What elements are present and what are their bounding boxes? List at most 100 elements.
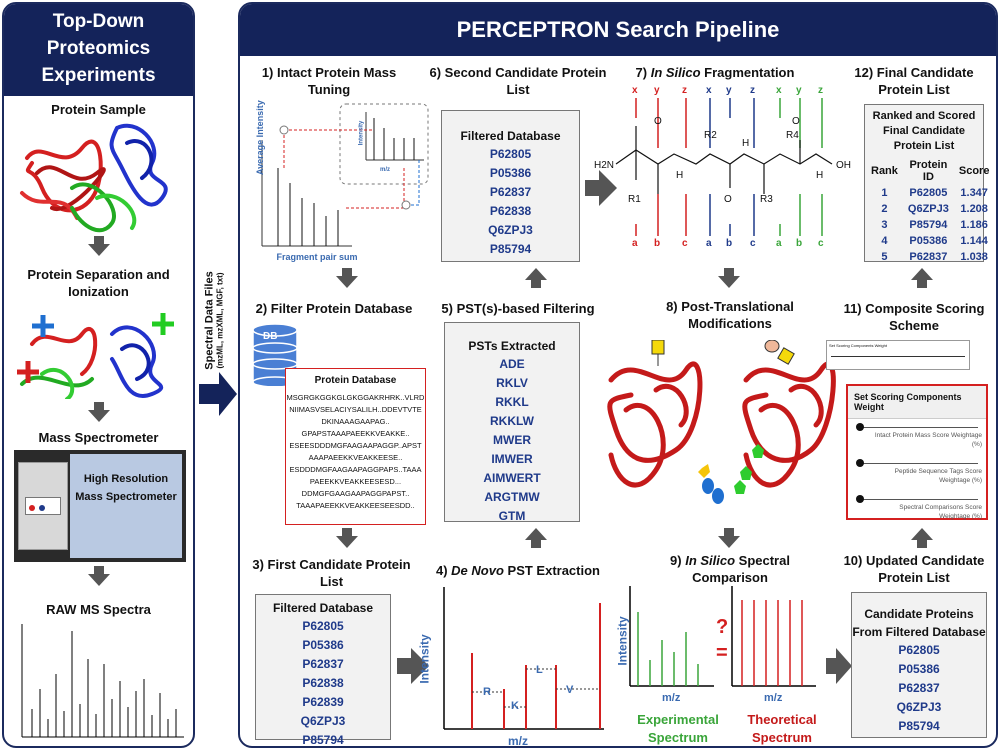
svg-text:O: O <box>724 194 732 205</box>
mass-spectrometer-image: High Resolution Mass Spectrometer <box>14 450 186 562</box>
step6-list-box: Filtered Database P62805 P05386 P62837 P628… <box>441 110 580 262</box>
step3-items: P62805 P05386 P62837 P62838 P62839 Q6ZPJ3 P857… <box>256 617 390 750</box>
arrow-step11-12 <box>911 268 933 288</box>
step9-title: 9) In Silico Spectral Comparison <box>670 553 790 585</box>
protein-separation-label: Protein Separation and Ionization <box>27 267 170 299</box>
arrow-step6-7 <box>585 170 617 206</box>
step4-tag-r: R <box>483 686 491 698</box>
ranking-cell: P62837 <box>909 251 948 263</box>
slider-knob[interactable] <box>856 495 864 503</box>
svg-text:R1: R1 <box>628 194 641 205</box>
ranking-cell: 2 <box>881 203 888 215</box>
step1-inset-ylabel: Intensity <box>358 120 365 146</box>
pst-item: ADE <box>499 357 525 371</box>
small-weight-dialog: Set Scoring Components Weight <box>826 340 970 370</box>
step4-title: 4) De Novo PST Extraction <box>436 563 600 578</box>
ranking-cell: 4 <box>881 235 888 247</box>
ranking-cell: 3 <box>881 219 888 231</box>
weight-slider[interactable]: Peptide Sequence Tags Score Weightage (%… <box>854 459 982 491</box>
step3-title: 3) First Candidate Protein List <box>252 557 411 589</box>
step4-xlabel: m/z <box>508 734 529 748</box>
step3-list-box: Filtered Database P62805 P05386 P62837 P628… <box>255 594 391 747</box>
weight-slider[interactable]: Spectral Comparisons Score Weightage (%) <box>854 495 982 527</box>
left-panel: Top-Down Proteomics Experiments Protein … <box>2 2 195 748</box>
ranking-cell: Q6ZPJ3 <box>907 203 949 215</box>
raw-ms-spectrum <box>21 624 184 738</box>
step12-list-box: Ranked and Scored Final Candidate Protei… <box>864 104 989 263</box>
svg-text:c: c <box>682 238 688 249</box>
svg-text:x: x <box>632 85 638 96</box>
slider-knob[interactable] <box>856 459 864 467</box>
protein-id-item: Q6ZPJ3 <box>896 700 942 714</box>
step12-head: Ranked and Scored Final Candidate Protei… <box>872 110 976 152</box>
svg-text:O: O <box>654 116 662 127</box>
step8-title: 8) Post-Translational Modifications <box>666 299 794 331</box>
step6-items: P62805 P05386 P62837 P62838 Q6ZPJ3 P85794 <box>442 145 579 259</box>
step9-xlabel-theo: m/z <box>764 692 783 704</box>
svg-text:OH: OH <box>836 160 851 171</box>
protein-id-item: P62837 <box>898 681 940 695</box>
svg-text:b: b <box>726 238 732 249</box>
svg-text:c: c <box>750 238 756 249</box>
protein-id-item: P62839 <box>302 695 344 709</box>
svg-text:z: z <box>818 85 823 96</box>
left-panel-title: Top-Down Proteomics Experiments <box>4 4 193 96</box>
hr-ms-label: High Resolution Mass Spectrometer <box>75 473 177 503</box>
arrow-step4-5 <box>525 528 547 548</box>
pst-item: RKKL <box>495 395 529 409</box>
svg-text:b: b <box>796 238 802 249</box>
svg-text:H: H <box>676 170 683 181</box>
db-sequence-line: TAAAPAEEKKVEAKKEESEESDD.. <box>296 501 415 510</box>
step9-ylabel: Intensity <box>615 616 630 666</box>
svg-text:H: H <box>816 170 823 181</box>
weight-slider[interactable]: Intact Protein Mass Score Weightage (%) <box>854 423 982 455</box>
ranking-column-header: Protein ID <box>909 159 948 183</box>
svg-text:y: y <box>726 85 732 96</box>
step5-head: PSTs Extracted <box>468 339 556 353</box>
svg-text:R4: R4 <box>786 130 799 141</box>
ranking-row: 1 P62805 1.347 <box>867 186 993 200</box>
ranking-cell: P05386 <box>909 235 948 247</box>
step7-title: 7) In Silico Fragmentation <box>635 65 795 80</box>
ranking-table: Rank Protein ID Score 1 P62805 1.347 2 Q6ZPJ3 1… <box>865 156 995 266</box>
svg-text:O: O <box>792 116 800 127</box>
pst-item: MWER <box>493 433 531 447</box>
arrow-step1-2 <box>336 268 358 288</box>
protein-id-item: P85794 <box>302 733 344 747</box>
db-sequence-line: MSGRGKGGKGLGKGGAKRHRK..VLRD <box>286 393 425 402</box>
db-sequences: MSGRGKGGKGLGKGGAKRHRK..VLRD NIIMASVSELACI… <box>286 392 425 512</box>
pst-item: GTM <box>498 509 526 523</box>
svg-text:z: z <box>682 85 687 96</box>
step1-mass-tuning-chart <box>261 103 429 247</box>
svg-text:x: x <box>706 85 712 96</box>
mass-spectrometer-label: Mass Spectrometer <box>38 430 159 445</box>
slider-knob[interactable] <box>856 423 864 431</box>
ptm-protein-image <box>607 340 836 504</box>
db-sequence-line: ESEESDDDMGFAAGAAPAGGP..APST <box>289 441 422 450</box>
step4-ylabel: Intensity <box>417 634 432 684</box>
protein-database-box: Protein Database MSGRGKGGKGLGKGGAKRHRK..… <box>285 368 426 525</box>
step6-title: 6) Second Candidate Protein List <box>429 65 607 97</box>
ranking-cell: 1.144 <box>960 235 988 247</box>
svg-text:a: a <box>776 238 782 249</box>
svg-text:R2: R2 <box>704 130 717 141</box>
ranking-row: 5 P62837 1.038 <box>867 250 993 264</box>
step4-tag-l: L <box>536 664 543 676</box>
protein-id-item: Q6ZPJ3 <box>488 223 533 237</box>
pipeline-title: PERCEPTRON Search Pipeline <box>240 4 996 56</box>
protein-id-item: Q6ZPJ3 <box>300 714 346 728</box>
protein-id-item: P85794 <box>898 719 940 733</box>
arrow-step8-9 <box>718 528 740 548</box>
svg-text:x: x <box>776 85 782 96</box>
arrow-down-2 <box>88 402 110 422</box>
ranking-cell: 5 <box>881 251 888 263</box>
svg-text:c: c <box>818 238 824 249</box>
protein-id-item: P05386 <box>489 166 532 180</box>
ranking-cell: P85794 <box>909 219 948 231</box>
scoring-weight-dialog: Set Scoring Components Weight Intact Pro… <box>846 384 988 520</box>
db-sequence-line: PAEEKKVEAKKEESESD... <box>309 477 402 486</box>
step1-inset-xlabel: m/z <box>380 167 391 173</box>
svg-text:z: z <box>750 85 755 96</box>
svg-text:a: a <box>706 238 712 249</box>
